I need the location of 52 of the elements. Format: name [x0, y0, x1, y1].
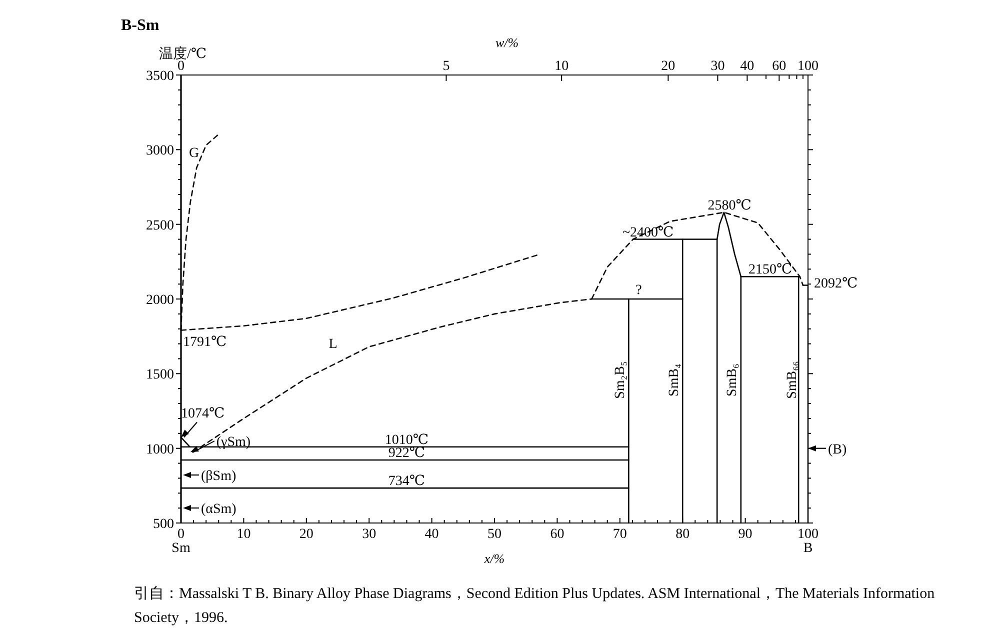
- annotation: 1074℃: [181, 406, 225, 422]
- annotation: (B): [828, 442, 847, 458]
- text: Sm: [172, 541, 190, 556]
- y-tick-label: 1500: [146, 368, 174, 383]
- x-tick-label: 90: [738, 527, 752, 542]
- annotation: ?: [636, 283, 642, 298]
- text: B: [803, 541, 813, 556]
- annotation: ~2400℃: [622, 225, 674, 240]
- annotation: G: [188, 146, 200, 161]
- text: 60: [772, 59, 786, 74]
- x-tick-label: 70: [612, 527, 627, 542]
- annotation: Sm₂B₅: [613, 360, 628, 399]
- annotation: (γSm): [216, 435, 251, 450]
- y-tick-label: 3500: [146, 69, 174, 84]
- x2-axis-title: w/%: [495, 35, 519, 50]
- x-tick-label: 50: [488, 527, 502, 542]
- text: 0: [178, 59, 184, 74]
- x-tick-label: 10: [236, 527, 251, 542]
- text: 10: [554, 59, 569, 74]
- annotation: SmB₄: [667, 363, 682, 396]
- y-tick-label: 500: [153, 517, 174, 532]
- y-axis-title: 温度/℃: [159, 46, 207, 62]
- x-tick-label: 20: [299, 527, 314, 542]
- x-tick-label: 80: [676, 527, 690, 542]
- x-tick-label: 30: [362, 527, 376, 542]
- x-tick-label: 100: [798, 527, 818, 542]
- text: 5: [442, 59, 450, 74]
- annotation: L: [328, 337, 338, 352]
- y-tick-label: 1000: [146, 442, 174, 458]
- y-tick-label: 3000: [146, 144, 174, 159]
- text: 20: [661, 59, 676, 74]
- y-tick-label: 2500: [146, 218, 174, 234]
- annotation: SmB₆₆: [785, 360, 800, 399]
- annotation: 2092℃: [814, 276, 858, 292]
- text: 30: [710, 59, 725, 74]
- text: 引自：Massalski T B. Binary Alloy Phase Diagrams，Second Edition Plus Updates. ASM International，The Materials Information Society，1996.: [134, 585, 936, 628]
- x-tick-label: 40: [424, 527, 439, 542]
- text: 100: [798, 59, 818, 74]
- annotation: SmB₆: [725, 363, 740, 396]
- y-tick-label: 2000: [146, 293, 174, 308]
- x-axis-title: x/%: [483, 551, 505, 566]
- chart-title: B-Sm: [121, 17, 160, 34]
- annotation: 1791℃: [183, 335, 227, 350]
- annotation: (αSm): [201, 502, 237, 517]
- annotation: 734℃: [388, 474, 426, 490]
- x-tick-label: 0: [178, 527, 184, 542]
- x-tick-label: 60: [550, 527, 564, 542]
- annotation: 1010℃: [384, 432, 429, 448]
- annotation: 2580℃: [708, 198, 752, 214]
- annotation: (βSm): [201, 469, 236, 484]
- annotation: 2150℃: [748, 262, 792, 278]
- text: 40: [740, 59, 754, 74]
